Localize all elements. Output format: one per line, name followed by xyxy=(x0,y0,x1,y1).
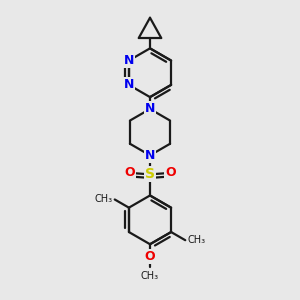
Text: N: N xyxy=(145,103,155,116)
Text: O: O xyxy=(145,250,155,262)
Text: CH₃: CH₃ xyxy=(141,271,159,281)
Text: N: N xyxy=(124,78,134,92)
Text: N: N xyxy=(145,149,155,162)
Text: O: O xyxy=(124,167,135,179)
Text: CH₃: CH₃ xyxy=(94,194,112,204)
Text: N: N xyxy=(124,54,134,67)
Text: O: O xyxy=(165,167,175,179)
Text: CH₃: CH₃ xyxy=(188,235,206,245)
Text: S: S xyxy=(145,167,155,182)
